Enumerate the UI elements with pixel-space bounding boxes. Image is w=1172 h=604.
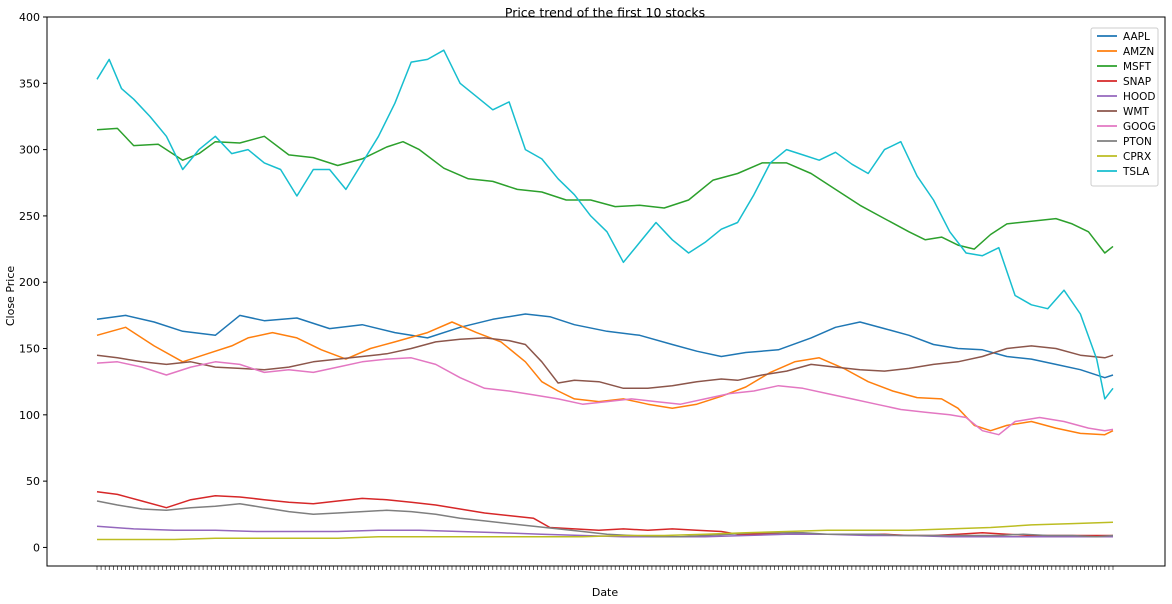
legend-label: TSLA xyxy=(1122,166,1150,178)
legend-label: PTON xyxy=(1123,136,1152,148)
y-tick-label: 350 xyxy=(19,77,40,90)
y-tick-label: 150 xyxy=(19,343,40,356)
y-tick-label: 400 xyxy=(19,11,40,24)
legend-label: WMT xyxy=(1123,106,1149,118)
legend-label: AMZN xyxy=(1123,46,1154,58)
y-tick-label: 0 xyxy=(33,541,40,554)
x-axis-label: Date xyxy=(592,586,619,599)
series-line-cprx xyxy=(97,521,1114,541)
legend-label: CPRX xyxy=(1123,151,1151,163)
legend-label: GOOG xyxy=(1123,121,1156,133)
y-tick-label: 50 xyxy=(26,475,40,488)
y-axis: 0 50 100 150 200 250 300 350 400 xyxy=(19,11,47,554)
legend-label: MSFT xyxy=(1123,61,1152,73)
legend-label: SNAP xyxy=(1123,76,1151,88)
series-line-goog xyxy=(96,357,1114,436)
series-line-tsla xyxy=(96,49,1114,400)
y-tick-label: 200 xyxy=(19,276,40,289)
legend: AAPL AMZN MSFT SNAP HOOD WMT GOOG PTON CPRX TSLA xyxy=(1090,27,1159,187)
series-line-wmt xyxy=(96,337,1114,390)
y-tick-label: 300 xyxy=(19,144,40,157)
chart-title: Price trend of the first 10 stocks xyxy=(505,5,705,20)
y-axis-label: Close Price xyxy=(4,266,17,327)
series-line-pton xyxy=(96,500,1114,538)
series-line-msft xyxy=(96,127,1114,254)
y-tick-label: 100 xyxy=(19,409,40,422)
series-layer xyxy=(96,49,1114,541)
series-line-aapl xyxy=(96,313,1114,379)
legend-label: AAPL xyxy=(1123,31,1150,43)
x-axis xyxy=(96,566,1114,570)
legend-box xyxy=(1090,27,1159,187)
y-tick-label: 250 xyxy=(19,210,40,223)
series-line-amzn xyxy=(96,321,1114,436)
legend-label: HOOD xyxy=(1123,91,1156,103)
plot-frame xyxy=(46,16,1166,567)
